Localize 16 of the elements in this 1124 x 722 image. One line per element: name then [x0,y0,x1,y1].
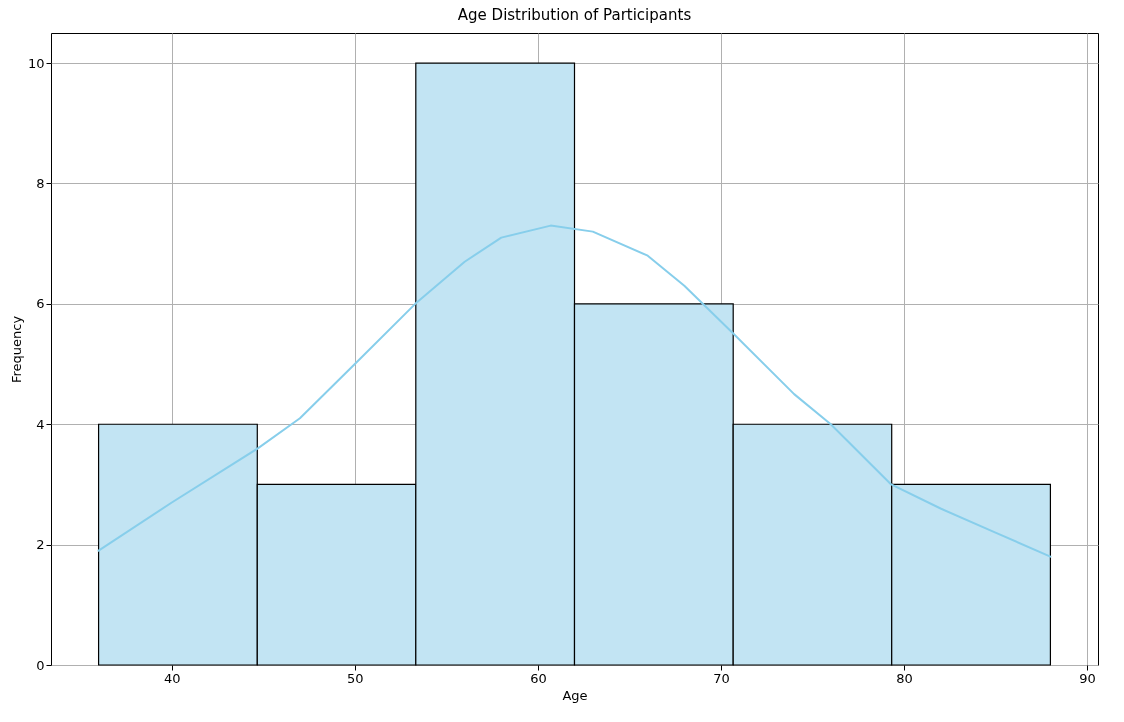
x-tick-label: 80 [896,670,913,686]
x-tick-label: 40 [164,670,181,686]
x-tick-label: 90 [1079,670,1096,686]
y-axis-title: Frequency [8,315,24,384]
x-tick-label: 70 [713,670,730,686]
x-tick-label: 60 [530,670,547,686]
y-tick-label: 6 [36,296,45,312]
x-tick-label: 50 [347,670,364,686]
y-tick-label: 2 [36,537,45,553]
y-tick-label: 8 [36,175,45,191]
x-axis-title: Age [562,687,588,703]
y-tick-label: 4 [36,416,45,432]
line-series [97,224,1052,558]
y-tick-label: 10 [27,55,45,71]
y-tick-label: 0 [36,657,45,673]
chart-title: Age Distribution of Participants [457,6,692,24]
